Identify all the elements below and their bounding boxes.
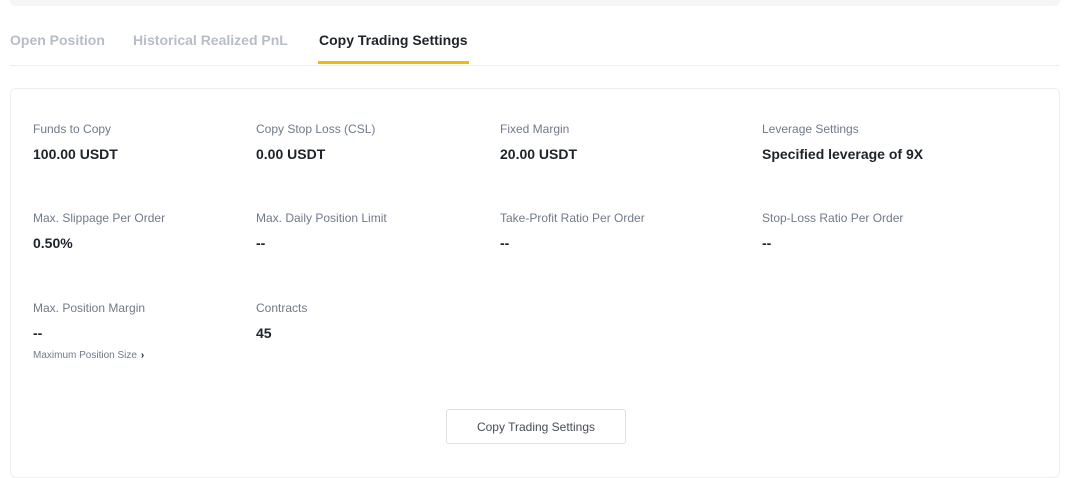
settings-card: Funds to Copy 100.00 USDT Copy Stop Loss… bbox=[10, 88, 1060, 478]
setting-max-daily-position-limit: Max. Daily Position Limit -- bbox=[256, 211, 387, 251]
link-label: Maximum Position Size bbox=[33, 350, 137, 361]
copy-trading-settings-button[interactable]: Copy Trading Settings bbox=[446, 409, 626, 444]
tab-open-position[interactable]: Open Position bbox=[10, 32, 105, 48]
setting-label: Funds to Copy bbox=[33, 122, 112, 136]
setting-stop-loss-ratio: Stop-Loss Ratio Per Order -- bbox=[762, 211, 903, 251]
setting-value: 45 bbox=[256, 325, 272, 341]
setting-max-slippage: Max. Slippage Per Order 0.50% bbox=[33, 211, 165, 251]
setting-label: Max. Slippage Per Order bbox=[33, 211, 166, 225]
setting-value: Specified leverage of 9X bbox=[762, 146, 924, 162]
setting-copy-stop-loss: Copy Stop Loss (CSL) 0.00 USDT bbox=[256, 122, 375, 162]
setting-label: Max. Daily Position Limit bbox=[256, 211, 387, 225]
chevron-right-icon: › bbox=[140, 350, 145, 361]
tab-bar: Open Position Historical Realized PnL Co… bbox=[10, 0, 1060, 66]
tab-copy-trading-settings[interactable]: Copy Trading Settings bbox=[318, 32, 469, 64]
setting-value: -- bbox=[500, 235, 510, 251]
setting-label: Leverage Settings bbox=[762, 122, 859, 136]
setting-value: 100.00 USDT bbox=[33, 146, 118, 162]
setting-value: -- bbox=[256, 235, 266, 251]
setting-value: -- bbox=[762, 235, 772, 251]
setting-take-profit-ratio: Take-Profit Ratio Per Order -- bbox=[500, 211, 645, 251]
setting-label: Contracts bbox=[256, 301, 308, 315]
top-card-edge bbox=[10, 0, 1060, 6]
setting-label: Take-Profit Ratio Per Order bbox=[500, 211, 645, 225]
setting-funds-to-copy: Funds to Copy 100.00 USDT bbox=[33, 122, 118, 162]
setting-value: 20.00 USDT bbox=[500, 146, 578, 162]
setting-label: Copy Stop Loss (CSL) bbox=[256, 122, 376, 136]
setting-max-position-margin: Max. Position Margin -- Maximum Position… bbox=[33, 301, 145, 361]
setting-value: 0.00 USDT bbox=[256, 146, 326, 162]
setting-leverage: Leverage Settings Specified leverage of … bbox=[762, 122, 923, 162]
setting-label: Max. Position Margin bbox=[33, 301, 146, 315]
setting-contracts: Contracts 45 bbox=[256, 301, 307, 341]
setting-label: Stop-Loss Ratio Per Order bbox=[762, 211, 904, 225]
setting-label: Fixed Margin bbox=[500, 122, 570, 136]
maximum-position-size-link[interactable]: Maximum Position Size › bbox=[33, 350, 145, 361]
setting-value: -- bbox=[33, 325, 43, 341]
setting-value: 0.50% bbox=[33, 235, 73, 251]
tab-historical-realized-pnl[interactable]: Historical Realized PnL bbox=[133, 32, 288, 48]
setting-fixed-margin: Fixed Margin 20.00 USDT bbox=[500, 122, 577, 162]
